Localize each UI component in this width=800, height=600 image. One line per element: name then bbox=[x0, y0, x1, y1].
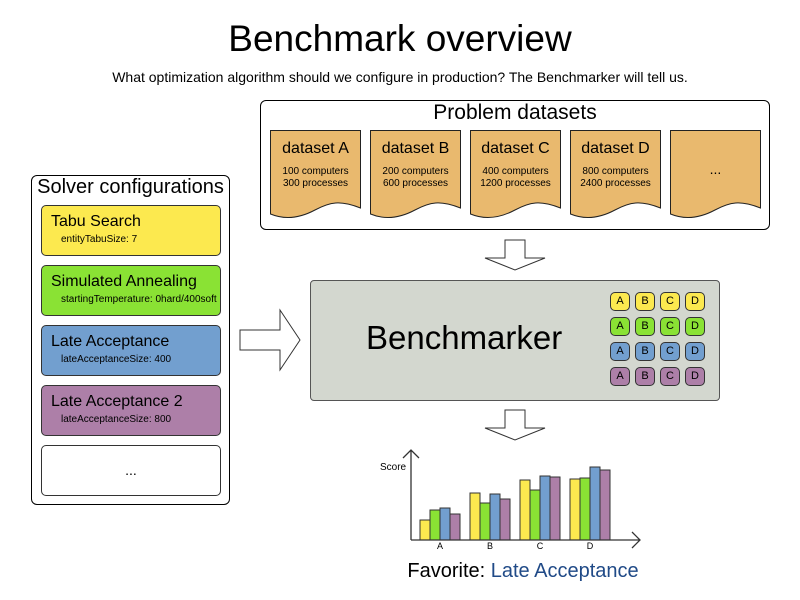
bar-a-0 bbox=[419, 519, 431, 541]
result-chip: A bbox=[610, 317, 630, 336]
dataset-processes: 2400 processes bbox=[580, 178, 651, 189]
problem-datasets-panel: Problem datasets dataset A 100 computers… bbox=[260, 100, 770, 230]
dataset-computers: 400 computers bbox=[482, 166, 549, 177]
dataset-computers: 800 computers bbox=[582, 166, 649, 177]
page-title: Benchmark overview bbox=[228, 18, 572, 59]
result-chip: A bbox=[610, 292, 630, 311]
bar-a-3 bbox=[449, 513, 461, 541]
bar-d-3 bbox=[599, 469, 611, 541]
arrow-down-icon bbox=[484, 239, 546, 271]
x-axis bbox=[411, 531, 641, 549]
solver-param: entityTabuSize: 7 bbox=[61, 234, 138, 245]
dataset-processes: 300 processes bbox=[282, 178, 349, 189]
dataset-card: dataset B 200 computers 600 processes bbox=[370, 130, 461, 220]
bar-b-1 bbox=[479, 502, 491, 541]
result-chip: B bbox=[635, 342, 655, 361]
score-chart: Score A B C D bbox=[380, 449, 641, 551]
dataset-processes: 1200 processes bbox=[480, 178, 551, 189]
result-chip: D bbox=[685, 367, 705, 386]
x-tick-label: B bbox=[487, 541, 493, 551]
x-tick-label: D bbox=[587, 541, 594, 551]
dataset-card: dataset C 400 computers 1200 processes bbox=[470, 130, 561, 220]
solver-name: Tabu Search bbox=[51, 213, 141, 230]
result-chip: D bbox=[685, 317, 705, 336]
favorite-value: Late Acceptance bbox=[490, 560, 639, 582]
benchmarker-label: Benchmarker bbox=[366, 319, 563, 356]
result-chip: C bbox=[660, 317, 680, 336]
dataset-name: ... bbox=[709, 161, 722, 177]
bar-b-0 bbox=[469, 492, 481, 541]
dataset-computers: 100 computers bbox=[282, 166, 349, 177]
dataset-card: dataset D 800 computers 2400 processes bbox=[570, 130, 661, 220]
solver-name: Late Acceptance 2 bbox=[51, 393, 183, 410]
document-shape-icon bbox=[370, 130, 461, 218]
result-chip: A bbox=[610, 342, 630, 361]
solver-name: Simulated Annealing bbox=[51, 273, 197, 290]
dataset-card: ... bbox=[670, 130, 761, 220]
result-chip: A bbox=[610, 367, 630, 386]
solver-param: lateAcceptanceSize: 800 bbox=[61, 414, 172, 425]
dataset-name: dataset A bbox=[282, 140, 349, 157]
dataset-name: dataset D bbox=[581, 140, 650, 157]
solver-configurations-panel: Solver configurations Tabu Search entityT… bbox=[31, 175, 230, 505]
y-axis bbox=[402, 449, 420, 540]
arrow-right-icon bbox=[239, 308, 301, 372]
favorite-result: Favorite: Late Acceptance bbox=[0, 560, 800, 583]
bar-c-3 bbox=[549, 476, 561, 541]
solvers-title: Solver configurations bbox=[37, 176, 224, 198]
solver-param: lateAcceptanceSize: 400 bbox=[61, 354, 172, 365]
solver-param: startingTemperature: 0hard/400soft bbox=[61, 294, 217, 305]
result-chip: B bbox=[635, 367, 655, 386]
datasets-title: Problem datasets bbox=[433, 101, 597, 124]
document-shape-icon bbox=[470, 130, 561, 218]
document-shape-icon bbox=[570, 130, 661, 218]
bar-d-1 bbox=[579, 477, 591, 541]
dataset-card: dataset A 100 computers 300 processes bbox=[270, 130, 361, 220]
subtitle: What optimization algorithm should we co… bbox=[112, 69, 688, 85]
solver-config-item: Late Acceptance 2 lateAcceptanceSize: 800 bbox=[41, 385, 221, 436]
solver-config-item: Simulated Annealing startingTemperature: … bbox=[41, 265, 221, 316]
bar-d-2 bbox=[589, 466, 601, 541]
bar-d-0 bbox=[569, 478, 581, 541]
dataset-computers: 200 computers bbox=[382, 166, 449, 177]
y-axis-label: Score bbox=[380, 462, 407, 473]
dataset-name: dataset B bbox=[381, 140, 450, 157]
result-chip: B bbox=[635, 317, 655, 336]
dataset-processes: 600 processes bbox=[382, 178, 449, 189]
result-chip: C bbox=[660, 292, 680, 311]
solver-config-item: Tabu Search entityTabuSize: 7 bbox=[41, 205, 221, 256]
bar-c-0 bbox=[519, 479, 531, 541]
result-chip: D bbox=[685, 292, 705, 311]
bar-b-2 bbox=[489, 493, 501, 541]
x-tick-label: A bbox=[437, 541, 443, 551]
bar-c-1 bbox=[529, 489, 541, 541]
document-shape-icon bbox=[670, 130, 761, 218]
bar-a-1 bbox=[429, 509, 441, 541]
solver-config-item: Late Acceptance lateAcceptanceSize: 400 bbox=[41, 325, 221, 376]
document-shape-icon bbox=[270, 130, 361, 218]
dataset-name: dataset C bbox=[481, 140, 550, 157]
result-chip: C bbox=[660, 367, 680, 386]
more-solvers: ... bbox=[125, 462, 137, 478]
x-tick-label: C bbox=[537, 541, 544, 551]
result-chip: D bbox=[685, 342, 705, 361]
result-chip: C bbox=[660, 342, 680, 361]
favorite-prefix: Favorite: bbox=[407, 560, 491, 582]
solver-name: Late Acceptance bbox=[51, 333, 170, 350]
bar-c-2 bbox=[539, 475, 551, 541]
bar-b-3 bbox=[499, 498, 511, 541]
solver-config-item: ... bbox=[41, 445, 221, 496]
result-chip: B bbox=[635, 292, 655, 311]
arrow-down-icon bbox=[484, 409, 546, 441]
bar-a-2 bbox=[439, 507, 451, 541]
